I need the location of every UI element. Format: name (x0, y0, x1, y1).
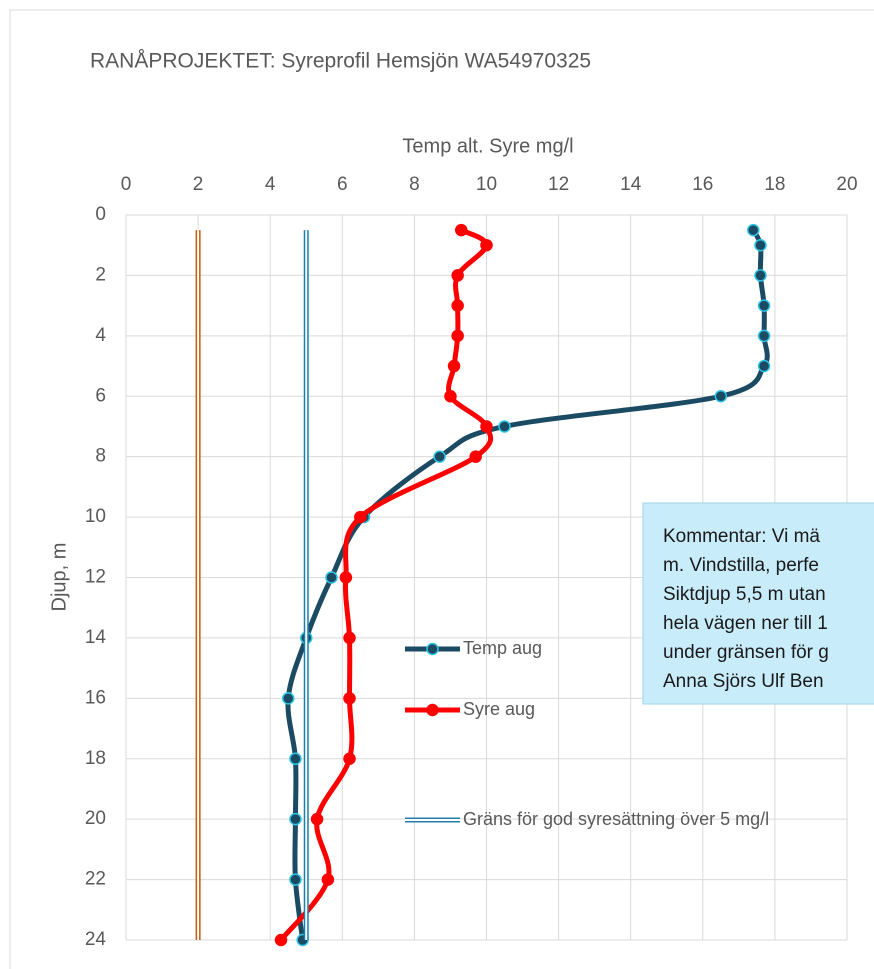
comment-line: m. Vindstilla, perfe (663, 555, 819, 576)
marker (714, 390, 728, 403)
marker (339, 571, 353, 584)
marker (433, 450, 446, 463)
y-tick-label: 2 (95, 264, 106, 285)
comment-line: hela vägen ner till 1 (663, 613, 828, 634)
marker (289, 873, 302, 886)
marker (451, 329, 464, 343)
y-tick-label: 0 (95, 204, 106, 225)
legend-marker (426, 642, 439, 656)
x-tick-label: 14 (620, 174, 642, 195)
legend-label: Syre aug (463, 699, 536, 719)
legend-label: Temp aug (463, 638, 543, 658)
marker (343, 692, 356, 705)
marker (480, 238, 493, 252)
marker (289, 752, 302, 765)
marker (343, 752, 356, 765)
y-tick-label: 22 (85, 869, 106, 890)
y-tick-label: 6 (95, 385, 106, 406)
marker (469, 450, 482, 463)
marker (289, 812, 302, 826)
marker (747, 223, 760, 237)
marker (325, 571, 338, 584)
marker (451, 269, 464, 282)
y-tick-label: 8 (95, 446, 106, 467)
marker (274, 933, 288, 947)
marker (281, 692, 295, 705)
legend-marker (426, 703, 439, 717)
marker (343, 631, 356, 645)
chart-border (9, 9, 874, 969)
y-tick-label: 18 (85, 748, 106, 769)
legend-label: Gräns för god syresättning över 5 mg/l (463, 809, 770, 829)
y-tick-label: 4 (95, 325, 106, 346)
marker (444, 390, 457, 403)
y-axis-label: Djup, m (48, 543, 70, 612)
x-tick-label: 4 (265, 174, 276, 195)
x-tick-label: 2 (193, 174, 204, 195)
y-tick-label: 16 (85, 687, 106, 708)
y-tick-label: 10 (85, 506, 106, 527)
marker (757, 329, 771, 343)
marker (498, 420, 511, 433)
marker (754, 269, 767, 282)
comment-line: under gränsen för g (663, 642, 829, 663)
x-tick-label: 6 (337, 174, 348, 195)
x-tick-label: 20 (836, 174, 857, 195)
marker (757, 299, 771, 312)
comment-box (642, 502, 874, 705)
y-tick-label: 14 (85, 627, 107, 648)
chart-title: RANÅPROJEKTET: Syreprofil Hemsjön WA5497… (90, 50, 591, 73)
comment-line: Anna Sjörs Ulf Ben (663, 671, 824, 692)
x-tick-label: 16 (692, 174, 713, 195)
marker (321, 873, 335, 886)
y-tick-label: 12 (85, 567, 106, 588)
marker (757, 359, 771, 373)
y-tick-label: 20 (85, 808, 106, 829)
x-tick-label: 0 (121, 174, 132, 195)
marker (354, 510, 367, 524)
x-axis-label: Temp alt. Syre mg/l (402, 135, 573, 157)
marker (754, 238, 767, 252)
comment-line: Kommentar: Vi mä (663, 526, 820, 547)
y-tick-label: 24 (85, 929, 107, 950)
comment-line: Siktdjup 5,5 m utan (663, 584, 826, 605)
marker (455, 223, 468, 237)
x-tick-label: 18 (764, 174, 785, 195)
marker (480, 420, 493, 433)
marker (451, 299, 464, 312)
x-tick-label: 12 (548, 174, 569, 195)
x-tick-label: 8 (409, 174, 420, 195)
marker (310, 812, 324, 826)
x-tick-label: 10 (476, 174, 497, 195)
marker (447, 359, 461, 373)
